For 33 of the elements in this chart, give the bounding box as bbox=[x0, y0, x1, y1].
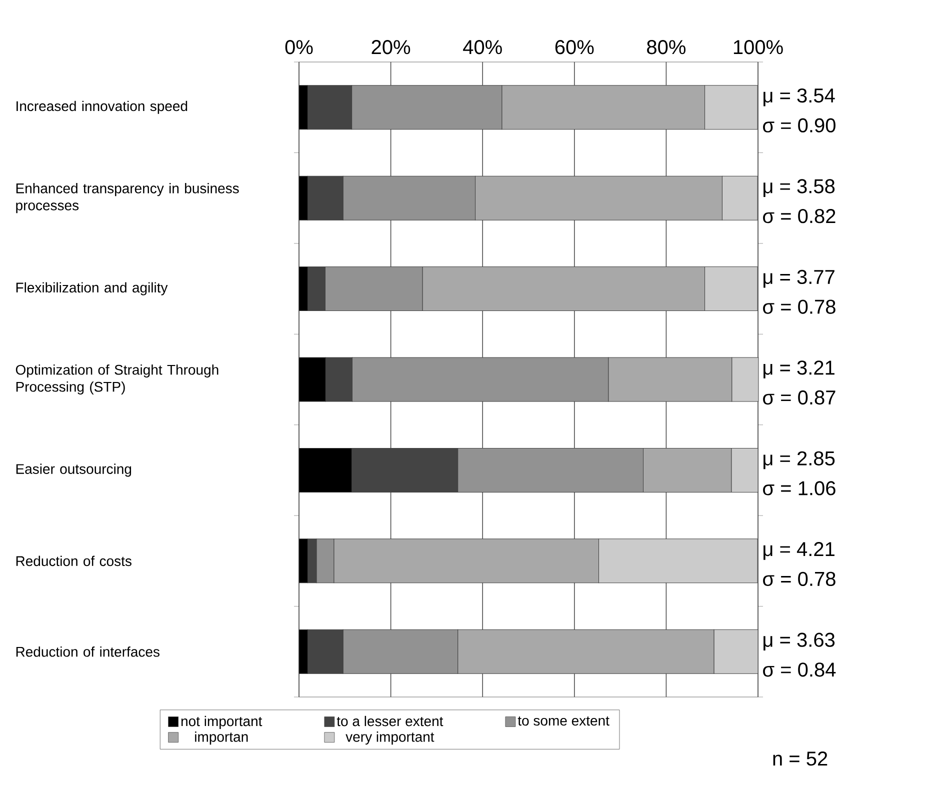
text: σ = 0.78 bbox=[763, 300, 836, 314]
text: σ = 0.90 bbox=[763, 118, 836, 132]
y-tick-label: Easier outsourcing bbox=[16, 464, 132, 477]
text: σ = 0.84 bbox=[763, 662, 836, 677]
text: μ = 2.85 bbox=[764, 451, 835, 470]
x-tick-label: 20% bbox=[372, 40, 410, 54]
text: n = 52 bbox=[773, 752, 828, 766]
text: σ = 0.78 bbox=[763, 572, 836, 586]
y-tick-label: Flexibilization and agility bbox=[16, 282, 168, 296]
y-tick-label: Reduction of costs bbox=[16, 556, 132, 566]
legend-label: to some extent bbox=[518, 716, 610, 726]
legend-label: very important bbox=[346, 732, 434, 745]
text: σ = 1.06 bbox=[763, 481, 836, 496]
legend-label: importan bbox=[195, 732, 248, 745]
y-tick-label: Optimization of Straight Through Processing (STP) bbox=[16, 364, 218, 395]
text: μ = 3.21 bbox=[764, 360, 834, 378]
x-tick-label: 60% bbox=[555, 40, 594, 54]
x-tick-label: 40% bbox=[463, 40, 502, 54]
text: μ = 4.21 bbox=[764, 542, 834, 560]
text: μ = 3.58 bbox=[764, 179, 835, 197]
y-tick-label: Increased innovation speed bbox=[16, 100, 188, 114]
text: σ = 0.87 bbox=[763, 390, 836, 405]
y-tick-label: Reduction of interfaces bbox=[16, 646, 160, 657]
x-tick-label: 100% bbox=[734, 40, 783, 54]
text: μ = 3.63 bbox=[764, 632, 835, 651]
text: μ = 3.54 bbox=[764, 88, 835, 106]
y-tick-label: Enhanced transparency in business processes bbox=[16, 183, 239, 214]
x-tick-label: 0% bbox=[285, 40, 313, 54]
legend-label: to a lesser extent bbox=[336, 716, 444, 726]
text: μ = 3.77 bbox=[764, 270, 834, 288]
text: σ = 0.82 bbox=[763, 209, 836, 224]
x-tick-label: 80% bbox=[647, 40, 686, 54]
legend-label: not important bbox=[181, 716, 262, 729]
